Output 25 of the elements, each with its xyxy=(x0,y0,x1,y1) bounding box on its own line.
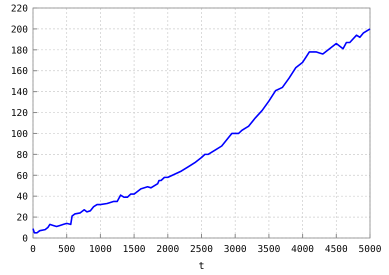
y-tick-label: 60 xyxy=(16,170,28,182)
x-tick-label: 500 xyxy=(58,244,76,255)
y-tick-label: 100 xyxy=(10,128,28,140)
y-tick-label: 20 xyxy=(16,212,28,224)
y-tick-label: 220 xyxy=(10,4,28,14)
x-tick-label: 1000 xyxy=(88,244,112,255)
y-tick-label: 140 xyxy=(10,87,28,98)
y-tick-label: 160 xyxy=(10,66,28,78)
x-tick-label: 1500 xyxy=(122,244,146,255)
y-tick-label: 180 xyxy=(10,45,28,56)
y-tick-label: 80 xyxy=(16,150,28,161)
x-tick-label: 0 xyxy=(30,244,36,255)
x-axis-title: t xyxy=(198,261,205,272)
line-series xyxy=(32,28,371,234)
y-tick-label: 120 xyxy=(10,108,28,120)
x-tick-label: 3500 xyxy=(257,244,281,255)
x-tick-label: 3000 xyxy=(224,244,247,255)
y-tick-label: 0 xyxy=(22,234,28,244)
x-tick-label: 4500 xyxy=(324,244,348,255)
x-tick-label: 2000 xyxy=(156,244,180,255)
x-tick-label: 5000 xyxy=(358,244,382,255)
y-tick-label: 200 xyxy=(10,24,28,36)
x-tick-label: 4000 xyxy=(291,244,314,255)
y-tick-label: 40 xyxy=(16,192,28,203)
x-tick-label: 2500 xyxy=(190,244,214,255)
